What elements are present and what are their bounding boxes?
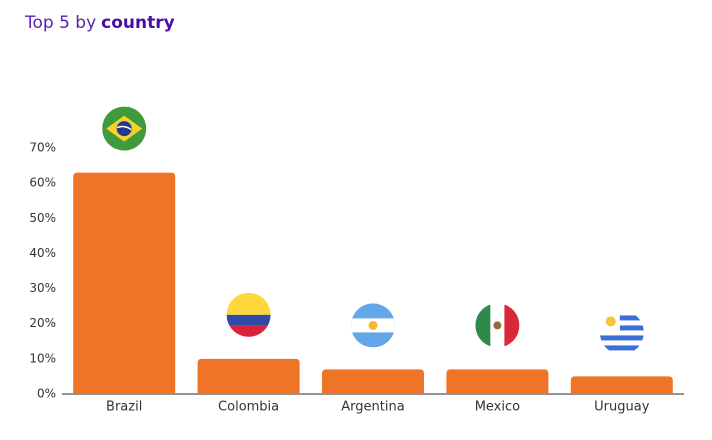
y-tick-label: 60% bbox=[29, 176, 56, 190]
flag-stripe bbox=[599, 335, 644, 341]
y-tick-label: 70% bbox=[29, 141, 56, 155]
bar bbox=[570, 376, 673, 394]
bar bbox=[197, 358, 300, 394]
x-tick-label: Uruguay bbox=[594, 400, 650, 415]
title-emphasis: country bbox=[101, 13, 175, 33]
y-tick-label: 30% bbox=[29, 281, 56, 295]
flag-globe bbox=[116, 121, 132, 137]
flag-sun bbox=[605, 316, 616, 327]
flag-icon bbox=[351, 303, 395, 348]
chart-title: Top 5 by country bbox=[24, 13, 175, 33]
flag-icon bbox=[102, 106, 147, 151]
flag-band bbox=[116, 125, 132, 131]
flag-red bbox=[504, 303, 520, 348]
flag-icon bbox=[475, 303, 520, 348]
flag-blue bbox=[226, 314, 271, 326]
flag-green bbox=[475, 303, 491, 348]
x-tick-label: Mexico bbox=[475, 400, 520, 415]
flag-sun bbox=[368, 320, 378, 330]
flag-icon bbox=[599, 310, 644, 355]
x-tick-label: Argentina bbox=[341, 400, 404, 415]
flag-stripe bbox=[619, 325, 644, 331]
y-tick-label: 10% bbox=[29, 351, 56, 365]
x-tick-label: Colombia bbox=[218, 400, 279, 415]
bar bbox=[73, 172, 176, 394]
flag-red bbox=[226, 325, 271, 337]
x-tick-label: Brazil bbox=[106, 400, 142, 415]
bar bbox=[321, 369, 425, 394]
y-tick-label: 20% bbox=[29, 316, 56, 330]
flag-icon bbox=[226, 292, 271, 337]
y-tick-label: 40% bbox=[29, 246, 56, 260]
y-tick-label: 0% bbox=[37, 387, 56, 401]
flag-stripe bbox=[599, 345, 644, 351]
flag-stripe bbox=[599, 315, 644, 321]
y-tick-label: 50% bbox=[29, 211, 56, 225]
bar bbox=[446, 369, 549, 394]
flag-emblem bbox=[493, 321, 502, 330]
flag-yellow bbox=[226, 292, 271, 315]
title-text: Top 5 by bbox=[24, 13, 96, 33]
